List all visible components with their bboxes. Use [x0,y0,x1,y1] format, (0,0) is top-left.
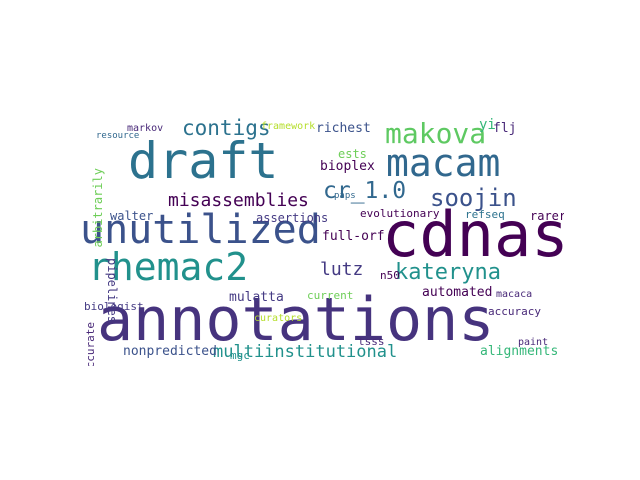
word-evolutionary: evolutionary [360,207,440,220]
word-soojin: soojin [430,184,517,212]
word-yi: yi [479,118,496,133]
word-framework: framework [261,121,316,132]
word-alignments: alignments [480,344,559,359]
word-paps: paps [334,191,356,201]
word-markov: markov [127,123,164,134]
word-ests: ests [338,147,367,161]
word-current: current [307,289,354,302]
word-n50: n50 [380,269,400,282]
word-rarer: rarer [530,209,564,223]
word-accuracy: accuracy [488,305,541,318]
word-mgc: mgc [230,349,250,362]
word-cr-1-0: cr_1.0 [323,178,407,204]
word-lutz: lutz [320,259,364,280]
word-assertions: assertions [256,211,329,225]
word-curators: curators [254,313,303,324]
word-biologist: biologist [84,300,144,313]
word-rhemac2: rhemac2 [88,245,249,289]
word-draft: draft [128,132,279,190]
word-nonpredicted: nonpredicted [123,344,217,359]
word-misassemblies: misassemblies [168,190,309,211]
word-bioplex: bioplex [320,159,375,174]
word-contigs: contigs [182,118,271,140]
word-cloud: annotations cdnas draft unutilized macam… [80,118,564,366]
word-automated: automated [422,285,493,300]
word-cdnas: cdnas [382,198,564,271]
word-full-orf: full-orf [322,229,385,244]
word-macaca: macaca [496,289,533,300]
word-unutilized: unutilized [80,207,321,253]
word-resource: resource [96,131,140,141]
word-makova: makova [385,118,487,150]
word-pipelines: pipelines [105,258,119,324]
word-walter: walter [110,209,154,223]
word-refseq: refseq [465,208,505,221]
word-flj: flj [493,121,517,136]
word-annotations: annotations [97,285,495,355]
word-mulatta: mulatta [229,290,284,305]
word-tsss: tsss [358,335,385,348]
word-richest: richest [316,121,371,136]
word-accurate: accurate [84,322,97,366]
word-paint: paint [518,337,549,348]
word-multiinstitutional: multiinstitutional [213,342,398,362]
word-kateryna: kateryna [395,260,501,285]
word-macam: macam [386,141,501,185]
word-arbitrarily: arbitrarily [91,168,105,248]
